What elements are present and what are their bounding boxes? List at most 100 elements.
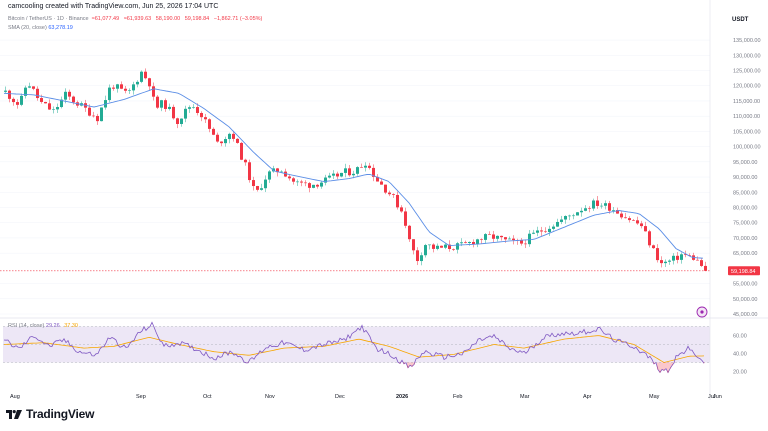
candle-body [236, 138, 239, 143]
candle-body [260, 188, 263, 190]
sma-line [3, 88, 704, 259]
candle-body [580, 210, 583, 213]
candle-body [244, 159, 247, 163]
candle-body [208, 119, 211, 129]
candle-body [576, 212, 579, 216]
candle-body [224, 139, 227, 144]
candle-body [592, 200, 595, 209]
candle-body [648, 231, 651, 246]
candle-body [108, 87, 111, 101]
rsi-axis: 60.00 40.00 20.00 [733, 334, 747, 376]
candle-body [144, 71, 147, 79]
candle-body [596, 200, 599, 206]
candle-body [396, 194, 399, 208]
date-label: Sep [136, 394, 146, 400]
candle-body [572, 215, 575, 217]
candle-body [148, 78, 151, 87]
date-label: Oct [203, 394, 212, 400]
candle-body [428, 244, 431, 246]
candle-body [432, 244, 435, 249]
candle-body [536, 230, 539, 233]
date-label: Dec [335, 394, 345, 400]
candle-body [168, 106, 171, 109]
candle-body [512, 238, 515, 241]
rsi-legend: RSI (14, close) 29.26 37.30 [8, 323, 78, 329]
date-label: Jul [708, 394, 715, 400]
candle-body [248, 162, 251, 181]
candle-body [632, 220, 635, 221]
candle-body [348, 168, 351, 176]
candle-body [496, 235, 499, 239]
date-label: May [649, 394, 660, 400]
candle-body [96, 115, 99, 122]
date-label: 2026 [396, 394, 408, 400]
candle-body [184, 108, 187, 119]
candle-body [128, 90, 131, 91]
candle-body [448, 244, 451, 250]
candle-body [40, 98, 43, 102]
price-tick-label: 80,000.00 [733, 205, 757, 211]
candle-body [100, 107, 103, 122]
candle-body [212, 128, 215, 135]
candle-body [468, 241, 471, 244]
candle-body [440, 245, 443, 248]
price-tick-label: 75,000.00 [733, 221, 757, 227]
rsi-ma-line [3, 335, 705, 363]
candle-body [336, 173, 339, 177]
candle-body [196, 107, 199, 113]
candle-body [656, 248, 659, 261]
candle-body [660, 260, 663, 264]
candle-body [436, 245, 439, 249]
candle-body [60, 99, 63, 108]
price-tick-label: 95,000.00 [733, 160, 757, 166]
candle-body [328, 175, 331, 178]
candle-body [72, 96, 75, 103]
candle-body [340, 172, 343, 177]
candle-body [404, 211, 407, 226]
tradingview-logo[interactable]: TradingView [6, 407, 94, 421]
price-tick-label: 85,000.00 [733, 190, 757, 196]
candle-body [140, 71, 143, 82]
candle-body [280, 171, 283, 173]
ohlc-high: ≈61,939.63 [123, 16, 152, 22]
candle-body [276, 168, 279, 173]
candle-body [272, 168, 275, 172]
candle-body [232, 133, 235, 139]
candle-body [464, 242, 467, 244]
candle-body [20, 95, 23, 105]
candle-body [684, 254, 687, 256]
settings-icon[interactable] [696, 306, 708, 318]
rsi-tick-label: 40.00 [733, 352, 747, 358]
ohlc-close: 59,198.84 [184, 16, 210, 22]
symbol-title: Bitcoin / TetherUS · 1D · Binance [8, 16, 89, 22]
candle-body [368, 165, 371, 168]
price-axis: 135,000.00 130,000.00 125,000.00 120,000.00… [733, 38, 761, 318]
date-label: Feb [453, 394, 462, 400]
candle-body [472, 241, 475, 245]
price-tick-label: 105,000.00 [733, 129, 761, 135]
candle-body [28, 86, 31, 88]
candle-body [16, 102, 19, 105]
candle-body [504, 237, 507, 240]
price-tick-label: 90,000.00 [733, 175, 757, 181]
candle-body [680, 254, 683, 260]
candle-body [268, 171, 271, 180]
candle-body [136, 81, 139, 85]
candle-body [388, 192, 391, 195]
sma-value: 63,278.19 [48, 25, 73, 31]
candle-body [164, 100, 167, 109]
price-tick-label: 120,000.00 [733, 84, 761, 90]
date-label: Nov [265, 394, 275, 400]
candle-body [24, 87, 27, 96]
candle-body [288, 176, 291, 179]
candle-body [584, 208, 587, 211]
sma-legend: SMA (20, close) 63,278.19 [8, 25, 73, 31]
tradingview-brand: TradingView [26, 407, 95, 421]
candle-body [644, 226, 647, 232]
rsi-tick-label: 20.00 [733, 370, 747, 376]
ohlc-change: −1,862.71 (−3.05%) [213, 16, 263, 22]
candle-body [456, 243, 459, 250]
candle-body [376, 176, 379, 182]
candle-body [240, 142, 243, 160]
candle-body [604, 203, 607, 206]
